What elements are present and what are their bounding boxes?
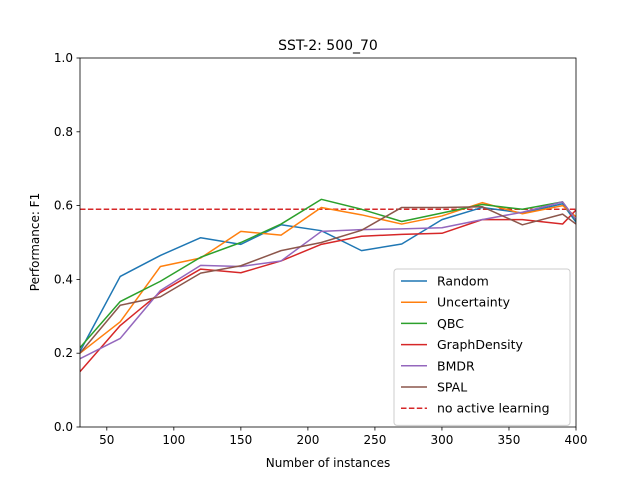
y-tick-label: 0.0 bbox=[54, 420, 73, 434]
legend-label: GraphDensity bbox=[437, 337, 523, 352]
legend-label: BMDR bbox=[437, 358, 475, 373]
legend: Random Uncertainty QBC GraphDensity BMDR SPAL… bbox=[393, 268, 571, 426]
y-tick-label: 0.2 bbox=[54, 346, 73, 360]
axes: 50 100 150 200 250 300 350 400 0.0 0.2 0.4 0.6 0.8 1.… bbox=[54, 51, 588, 447]
plot-frame bbox=[79, 57, 577, 428]
chart-title: SST-2: 500_70 bbox=[278, 38, 378, 54]
series-line-uncertainty bbox=[80, 201, 576, 354]
x-axis-label: Number of instances bbox=[266, 456, 391, 470]
y-tick-label: 0.4 bbox=[54, 272, 73, 286]
legend-label: SPAL bbox=[437, 380, 467, 395]
y-axis-label: Performance: F1 bbox=[28, 193, 42, 291]
plot-area bbox=[80, 198, 576, 373]
x-tick-label: 200 bbox=[296, 433, 319, 447]
legend-label: no active learning bbox=[437, 401, 550, 416]
legend-label: Random bbox=[437, 274, 489, 289]
x-tick-label: 100 bbox=[162, 433, 185, 447]
series-line-bmdr bbox=[80, 201, 576, 360]
series-line-qbc bbox=[80, 198, 576, 349]
legend-label: Uncertainty bbox=[437, 295, 511, 310]
x-tick-label: 50 bbox=[99, 433, 114, 447]
x-tick-label: 350 bbox=[498, 433, 521, 447]
series-line-spal bbox=[80, 205, 576, 354]
x-tick-label: 300 bbox=[430, 433, 453, 447]
x-tick-label: 400 bbox=[565, 433, 588, 447]
y-tick-label: 1.0 bbox=[54, 51, 73, 65]
legend-box bbox=[393, 268, 571, 426]
y-tick-label: 0.6 bbox=[54, 199, 73, 213]
y-tick-label: 0.8 bbox=[54, 125, 73, 139]
legend-label: QBC bbox=[437, 316, 464, 331]
x-tick-label: 150 bbox=[229, 433, 252, 447]
series-line-graphdensity bbox=[80, 209, 576, 373]
x-tick-label: 250 bbox=[363, 433, 386, 447]
